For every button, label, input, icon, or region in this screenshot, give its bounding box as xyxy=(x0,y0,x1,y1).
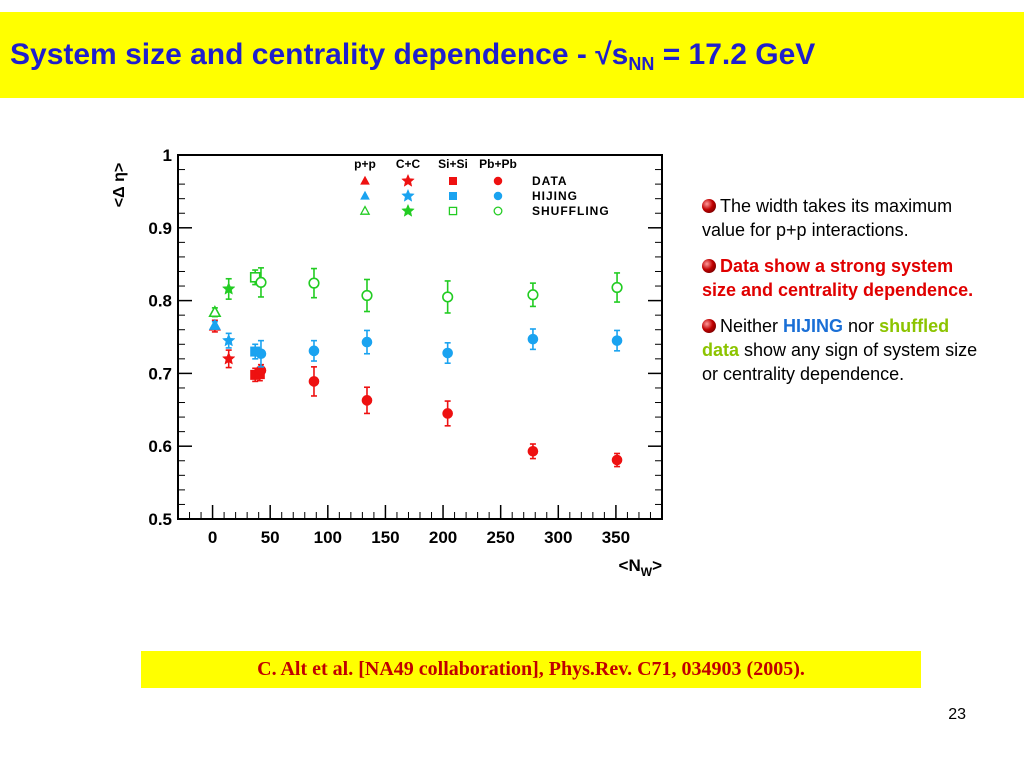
bullet-3-hijing: HIJING xyxy=(783,316,844,336)
legend-marker xyxy=(493,206,503,216)
data-point xyxy=(527,333,539,345)
legend-column-label: Si+Si xyxy=(438,157,468,171)
data-point xyxy=(527,445,539,457)
x-tick-label: 350 xyxy=(602,528,630,547)
data-point xyxy=(308,376,320,387)
bullet-item-2: Data show a strong system size and centr… xyxy=(702,254,982,302)
bullet-sphere-icon xyxy=(702,199,716,213)
x-axis-label: <NW> xyxy=(619,556,663,579)
y-tick-label: 1 xyxy=(163,146,172,165)
data-point xyxy=(308,277,320,289)
legend-marker xyxy=(448,206,458,216)
data-point xyxy=(208,318,221,330)
bullet-list: The width takes its maximum value for p+… xyxy=(702,194,982,398)
data-point xyxy=(361,395,373,406)
bullet-3-pre: Neither xyxy=(720,316,784,336)
x-tick-label: 300 xyxy=(544,528,572,547)
legend-marker xyxy=(401,173,415,187)
y-tick-label: 0.8 xyxy=(148,292,172,311)
title-subscript: NN xyxy=(628,54,655,74)
x-tick-label: 150 xyxy=(371,528,399,547)
data-point xyxy=(208,305,222,318)
slide-title: System size and centrality dependence - … xyxy=(10,38,815,75)
data-point xyxy=(527,289,539,301)
legend-marker xyxy=(449,192,458,201)
legend-marker xyxy=(360,175,370,185)
bullet-3-post: show any sign of system size or centrali… xyxy=(702,340,978,384)
data-point xyxy=(255,348,267,360)
legend-column-label: Pb+Pb xyxy=(479,157,517,171)
data-point xyxy=(361,336,373,348)
citation-box: C. Alt et al. [NA49 collaboration], Phys… xyxy=(141,651,921,688)
legend-marker xyxy=(493,191,503,201)
y-tick-label: 0.6 xyxy=(148,437,172,456)
legend-column-label: C+C xyxy=(396,157,421,171)
data-point xyxy=(255,276,267,288)
data-point xyxy=(221,333,236,347)
y-tick-label: 0.7 xyxy=(148,364,172,383)
y-tick-label: 0.5 xyxy=(148,510,172,529)
x-tick-label: 100 xyxy=(314,528,342,547)
bullet-item-1: The width takes its maximum value for p+… xyxy=(702,194,982,242)
data-point xyxy=(442,347,453,359)
legend-marker xyxy=(359,205,371,215)
x-tick-label: 250 xyxy=(486,528,514,547)
data-point xyxy=(308,345,320,357)
bullet-3-mid: nor xyxy=(843,316,880,336)
y-axis-label: <Δ η> xyxy=(111,163,128,207)
y-tick-label: 0.9 xyxy=(148,219,172,238)
data-point xyxy=(611,335,623,346)
x-tick-label: 0 xyxy=(208,528,217,547)
data-point xyxy=(442,408,453,419)
data-point xyxy=(221,281,236,295)
data-point xyxy=(611,454,623,466)
legend-row-label: HIJING xyxy=(532,189,578,203)
legend-row-label: SHUFFLING xyxy=(532,204,610,218)
page-number: 23 xyxy=(948,706,966,723)
data-point xyxy=(221,351,236,365)
x-tick-label: 50 xyxy=(261,528,280,547)
bullet-3-shuffled: shuffled data xyxy=(702,316,950,360)
x-tick-label: 200 xyxy=(429,528,457,547)
legend-marker xyxy=(493,176,503,186)
legend-marker xyxy=(360,190,370,200)
bullet-item-3: Neither HIJING nor shuffled data show an… xyxy=(702,314,982,386)
bullet-sphere-icon xyxy=(702,319,716,333)
legend-marker xyxy=(449,177,458,186)
bullet-sphere-icon xyxy=(702,259,716,273)
title-bar xyxy=(0,12,1024,98)
bullet-2-text: Data show a strong system size and centr… xyxy=(702,256,974,300)
title-main: System size and centrality dependence - … xyxy=(10,38,629,71)
chart-container: 0.5 0.6 0.7 0.8 0.9 1 0 50 100 150 200 250 300 350 <NW… xyxy=(100,140,680,580)
scatter-chart: 0.5 0.6 0.7 0.8 0.9 1 0 50 100 150 200 250 300 350 <NW… xyxy=(111,146,663,579)
data-point xyxy=(442,291,454,303)
data-point xyxy=(611,281,623,294)
legend-row-label: DATA xyxy=(532,174,568,188)
bullet-1-text: The width takes its maximum value for p+… xyxy=(702,196,953,240)
legend-marker xyxy=(401,203,415,217)
legend-column-label: p+p xyxy=(354,157,376,171)
legend-marker xyxy=(401,188,415,202)
title-tail: = 17.2 GeV xyxy=(654,38,816,71)
data-point xyxy=(361,289,373,302)
